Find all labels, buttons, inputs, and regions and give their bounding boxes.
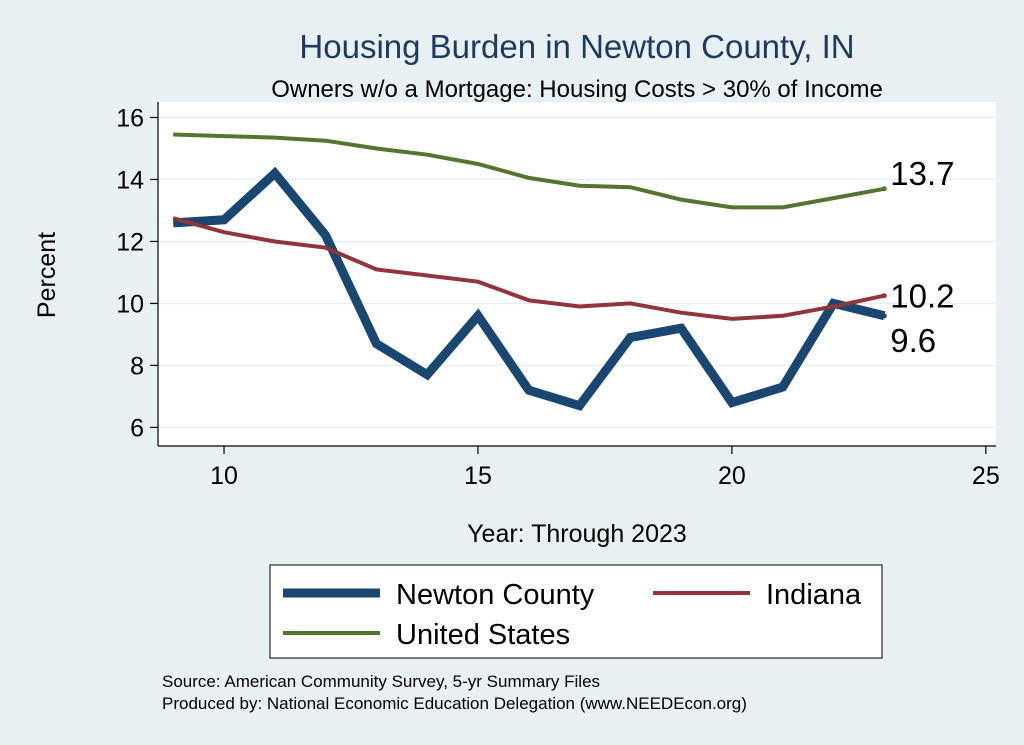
plot-area <box>158 102 996 446</box>
x-axis-title: Year: Through 2023 <box>467 520 687 548</box>
axes: 6 8 10 12 14 16 10 15 20 25 <box>116 102 1000 490</box>
end-point-newton-county <box>881 313 887 319</box>
legend-label-indiana: Indiana <box>766 579 862 611</box>
end-label-newton-county: 9.6 <box>890 322 936 359</box>
series-line-newton-county <box>172 166 886 411</box>
chart-subtitle: Owners w/o a Mortgage: Housing Costs > 3… <box>271 76 883 103</box>
legend-label-newton-county: Newton County <box>396 579 595 611</box>
y-tick-label-16: 16 <box>116 104 144 132</box>
end-point-indiana <box>881 293 887 299</box>
y-tick-label-8: 8 <box>130 352 144 380</box>
producer-note: Produced by: National Economic Education… <box>162 694 747 713</box>
grid <box>158 116 996 429</box>
series-line-united-states <box>173 132 885 210</box>
chart-title: Housing Burden in Newton County, IN <box>299 28 854 65</box>
x-tick-label-20: 20 <box>718 462 746 490</box>
y-tick-label-6: 6 <box>130 414 144 442</box>
x-tick-label-10: 10 <box>210 462 238 490</box>
legend: Newton County Indiana United States <box>269 564 883 659</box>
source-note: Source: American Community Survey, 5-yr … <box>162 672 600 691</box>
legend-label-united-states: United States <box>396 619 570 651</box>
x-tick-label-25: 25 <box>972 462 1000 490</box>
series-group <box>172 132 887 411</box>
end-labels: 9.6 10.2 13.7 <box>890 155 954 359</box>
x-tick-label-15: 15 <box>464 462 492 490</box>
y-axis-title: Percent <box>33 232 61 318</box>
end-point-united-states <box>881 186 887 192</box>
end-label-indiana: 10.2 <box>890 278 954 315</box>
end-label-united-states: 13.7 <box>890 155 954 192</box>
y-tick-label-10: 10 <box>116 290 144 318</box>
y-tick-label-12: 12 <box>116 228 144 256</box>
legend-box <box>269 564 883 659</box>
series-line-indiana <box>172 216 885 321</box>
y-tick-label-14: 14 <box>116 166 144 194</box>
